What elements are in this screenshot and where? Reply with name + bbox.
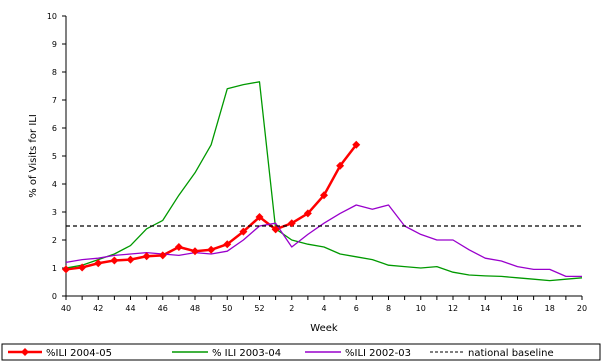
x-tick-label: 20 — [577, 304, 587, 313]
data-point — [320, 191, 328, 200]
data-point — [287, 219, 296, 228]
x-tick-label: 50 — [222, 304, 232, 313]
y-tick-label: 7 — [52, 96, 57, 105]
y-tick-label: 5 — [52, 152, 57, 161]
x-tick-label: 12 — [448, 304, 458, 313]
y-tick-labels: 0 1 2 3 4 5 6 7 8 9 10 — [47, 12, 66, 301]
data-point — [239, 227, 248, 236]
data-point — [223, 240, 232, 249]
data-point — [94, 259, 103, 268]
data-point — [207, 245, 216, 254]
data-point — [352, 140, 361, 149]
y-tick-label: 3 — [52, 208, 57, 217]
data-point — [142, 252, 151, 261]
y-tick-label: 9 — [52, 40, 57, 49]
legend-label-2003-04: % ILI 2003-04 — [212, 348, 281, 359]
y-tick-label: 1 — [52, 264, 57, 273]
legend-marker-2004-05 — [21, 348, 29, 356]
legend: %ILI 2004-05 % ILI 2003-04 %ILI 2002-03 … — [1, 343, 601, 361]
legend-box — [1, 343, 601, 361]
x-tick-label: 48 — [190, 304, 200, 313]
x-tick-label: 2 — [289, 304, 294, 313]
data-point — [255, 213, 264, 222]
data-point — [191, 247, 199, 256]
y-tick-label: 2 — [52, 236, 57, 245]
legend-label-2002-03: %ILI 2002-03 — [345, 348, 411, 359]
data-point — [110, 256, 119, 265]
legend-label-2004-05: %ILI 2004-05 — [46, 348, 112, 359]
series-line-2 — [65, 204, 582, 278]
data-point — [271, 225, 280, 234]
x-tick-label: 8 — [386, 304, 391, 313]
x-tick-label: 46 — [158, 304, 168, 313]
x-tick-label: 6 — [354, 304, 359, 313]
data-point — [126, 255, 135, 264]
x-tick-label: 10 — [416, 304, 426, 313]
x-axis-title: Week — [310, 323, 338, 334]
y-tick-label: 10 — [47, 12, 57, 21]
x-tick-label: 16 — [512, 304, 522, 313]
x-tick-label: 40 — [61, 304, 71, 313]
y-tick-label: 8 — [52, 68, 57, 77]
y-axis-title: % of Visits for ILI — [28, 114, 39, 198]
data-point — [62, 265, 70, 274]
series-line-1 — [65, 81, 583, 282]
data-point — [303, 209, 312, 218]
data-point — [336, 161, 345, 170]
x-tick-labels: 40 42 44 46 48 50 52 2 4 6 8 10 12 14 16 18 20 — [61, 296, 587, 313]
series-lines — [62, 81, 583, 282]
y-tick-label: 0 — [52, 292, 57, 301]
x-tick-label: 18 — [545, 304, 555, 313]
y-tick-label: 6 — [52, 124, 57, 133]
x-tick-label: 44 — [125, 304, 135, 313]
data-point — [78, 263, 87, 272]
axes — [65, 16, 582, 297]
x-tick-label: 52 — [254, 304, 264, 313]
y-tick-label: 4 — [52, 180, 57, 189]
x-tick-label: 14 — [480, 304, 490, 313]
x-tick-label: 4 — [321, 304, 326, 313]
legend-label-baseline: national baseline — [468, 348, 554, 359]
data-point — [158, 251, 167, 260]
data-point — [174, 243, 183, 251]
x-tick-label: 42 — [93, 304, 103, 313]
